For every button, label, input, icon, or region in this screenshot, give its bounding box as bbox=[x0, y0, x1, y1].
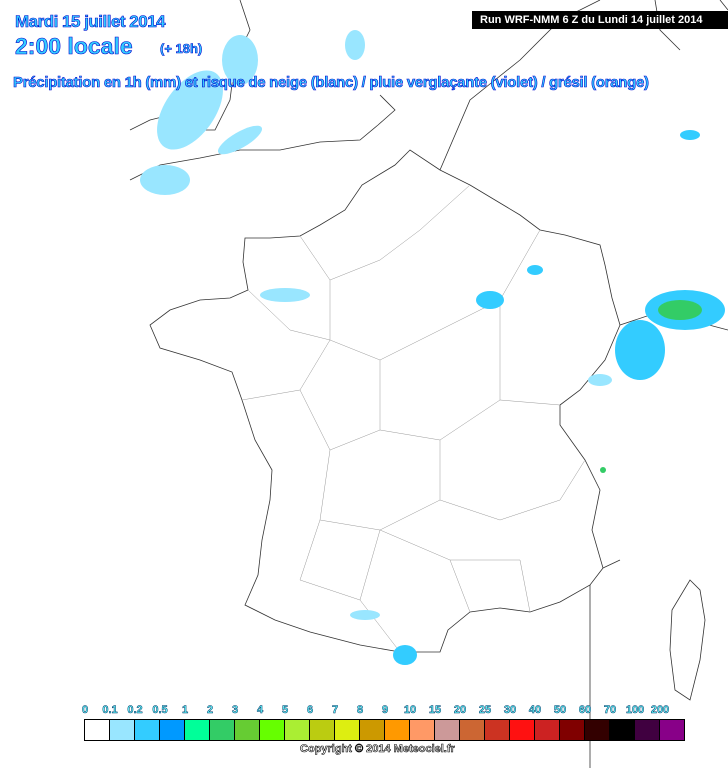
copyright: Copyright © 2014 Meteociel.fr bbox=[300, 743, 455, 756]
legend-label: 0.1 bbox=[102, 704, 118, 717]
legend-label: 7 bbox=[331, 704, 339, 717]
legend-swatch bbox=[335, 720, 360, 740]
legend-label: 15 bbox=[428, 704, 442, 717]
legend-swatch bbox=[85, 720, 110, 740]
legend-swatch bbox=[610, 720, 635, 740]
legend-label: 0.5 bbox=[152, 704, 168, 717]
model-run-label: Run WRF-NMM 6 Z du Lundi 14 juillet 2014 bbox=[472, 11, 728, 29]
forecast-date: Mardi 15 juillet 2014 bbox=[15, 12, 166, 32]
legend-label: 10 bbox=[403, 704, 417, 717]
lead-time: (+ 18h) bbox=[160, 41, 203, 57]
legend-label: 8 bbox=[356, 704, 364, 717]
map-title: Précipitation en 1h (mm) et risque de ne… bbox=[13, 74, 650, 92]
legend-label: 200 bbox=[650, 704, 670, 717]
legend-swatch bbox=[460, 720, 485, 740]
legend-swatch bbox=[410, 720, 435, 740]
legend-swatch bbox=[435, 720, 460, 740]
legend-label: 70 bbox=[603, 704, 617, 717]
legend-label: 100 bbox=[625, 704, 645, 717]
france-outline bbox=[149, 149, 621, 653]
legend-label: 3 bbox=[231, 704, 239, 717]
legend-label: 6 bbox=[306, 704, 314, 717]
legend-swatch bbox=[510, 720, 535, 740]
legend-swatch bbox=[210, 720, 235, 740]
legend-label: 50 bbox=[553, 704, 567, 717]
legend-swatch bbox=[185, 720, 210, 740]
legend-label: 60 bbox=[578, 704, 592, 717]
legend-swatch bbox=[110, 720, 135, 740]
legend-label: 2 bbox=[206, 704, 214, 717]
legend-swatch bbox=[385, 720, 410, 740]
legend-label: 5 bbox=[281, 704, 289, 717]
legend-swatch bbox=[535, 720, 560, 740]
coastlines bbox=[129, 0, 728, 768]
legend-swatch bbox=[360, 720, 385, 740]
legend-label: 30 bbox=[503, 704, 517, 717]
legend-swatch bbox=[285, 720, 310, 740]
legend-swatch bbox=[235, 720, 260, 740]
corsica-outline bbox=[669, 579, 706, 701]
legend-label: 25 bbox=[478, 704, 492, 717]
legend-swatch bbox=[635, 720, 660, 740]
legend-label: 9 bbox=[381, 704, 389, 717]
legend-label: 20 bbox=[453, 704, 467, 717]
legend-swatch bbox=[485, 720, 510, 740]
precipitation-areas bbox=[140, 30, 725, 665]
legend-swatch bbox=[585, 720, 610, 740]
legend-label: 4 bbox=[256, 704, 264, 717]
legend-label: 40 bbox=[528, 704, 542, 717]
legend-swatch bbox=[160, 720, 185, 740]
legend-label: 0.2 bbox=[127, 704, 143, 717]
legend-swatch bbox=[560, 720, 585, 740]
legend-label: 1 bbox=[181, 704, 189, 717]
department-borders bbox=[241, 184, 586, 653]
legend-swatch bbox=[310, 720, 335, 740]
forecast-time: 2:00 locale bbox=[15, 33, 133, 60]
alps-border bbox=[589, 314, 728, 768]
legend-color-scale bbox=[84, 719, 685, 741]
legend-swatch bbox=[135, 720, 160, 740]
legend-swatch bbox=[260, 720, 285, 740]
legend-swatch bbox=[660, 720, 684, 740]
legend-label: 0 bbox=[81, 704, 89, 717]
